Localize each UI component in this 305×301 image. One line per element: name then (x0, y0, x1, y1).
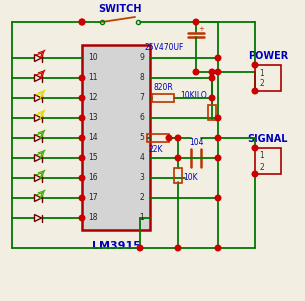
Text: 7: 7 (139, 94, 144, 103)
Circle shape (215, 195, 221, 201)
Circle shape (175, 245, 181, 251)
Text: POWER: POWER (248, 51, 288, 61)
Text: 25V470UF: 25V470UF (145, 42, 184, 51)
Circle shape (79, 155, 85, 161)
Circle shape (252, 171, 258, 177)
Text: 12: 12 (88, 94, 98, 103)
Bar (255, 148, 281, 174)
Text: 5: 5 (139, 134, 144, 142)
Circle shape (79, 19, 85, 25)
Circle shape (215, 55, 221, 61)
Bar (174, 167, 182, 182)
Text: LM3915: LM3915 (92, 241, 140, 251)
Text: 6: 6 (139, 113, 144, 123)
Circle shape (209, 69, 215, 75)
Text: 22K: 22K (149, 145, 163, 154)
Circle shape (79, 75, 85, 81)
Circle shape (175, 155, 181, 161)
Text: 1: 1 (259, 69, 264, 77)
Circle shape (252, 145, 258, 151)
Circle shape (79, 19, 85, 25)
Circle shape (79, 215, 85, 221)
Text: 1: 1 (139, 213, 144, 222)
Text: 8: 8 (139, 73, 144, 82)
Circle shape (209, 75, 215, 81)
Text: 10K: 10K (183, 172, 198, 182)
Circle shape (137, 245, 143, 251)
Text: 18: 18 (88, 213, 98, 222)
Text: 1: 1 (259, 151, 264, 160)
Circle shape (215, 115, 221, 121)
Text: 820R: 820R (153, 83, 173, 92)
Circle shape (79, 195, 85, 201)
Text: 2: 2 (259, 163, 264, 172)
Circle shape (79, 95, 85, 101)
Text: 16: 16 (88, 173, 98, 182)
Circle shape (79, 175, 85, 181)
Circle shape (79, 135, 85, 141)
Bar (255, 65, 281, 91)
Text: 104: 104 (189, 138, 203, 147)
Circle shape (215, 155, 221, 161)
Circle shape (193, 19, 199, 25)
Circle shape (252, 62, 258, 68)
Bar (82, 45, 150, 230)
Text: 17: 17 (88, 194, 98, 203)
Circle shape (215, 135, 221, 141)
Circle shape (193, 69, 199, 75)
Bar (147, 134, 169, 142)
Text: 14: 14 (88, 134, 98, 142)
Text: 11: 11 (88, 73, 98, 82)
Text: +: + (198, 26, 204, 32)
Circle shape (79, 115, 85, 121)
Bar (208, 104, 216, 119)
Circle shape (252, 88, 258, 94)
Text: 10: 10 (88, 54, 98, 63)
Circle shape (175, 135, 181, 141)
Text: 2: 2 (259, 79, 264, 88)
Text: 9: 9 (139, 54, 144, 63)
Text: SIGNAL: SIGNAL (248, 134, 288, 144)
Circle shape (166, 135, 172, 141)
Text: SWITCH: SWITCH (98, 4, 142, 14)
Text: 10KILO: 10KILO (180, 91, 207, 100)
Text: 4: 4 (139, 154, 144, 163)
Circle shape (215, 69, 221, 75)
Text: 3: 3 (139, 173, 144, 182)
Circle shape (215, 245, 221, 251)
Text: 13: 13 (88, 113, 98, 123)
Text: 2: 2 (139, 194, 144, 203)
Bar (152, 94, 174, 102)
Circle shape (209, 95, 215, 101)
Text: 15: 15 (88, 154, 98, 163)
